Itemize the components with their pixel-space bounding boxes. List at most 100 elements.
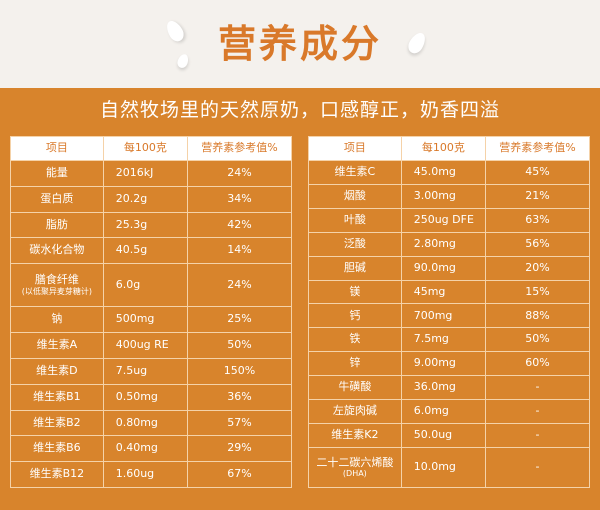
nrv-cell: 20% bbox=[485, 255, 590, 281]
nrv-cell: 24% bbox=[187, 263, 292, 308]
row: 牛磺酸 36.0mg - bbox=[308, 375, 590, 401]
row: 铁 7.5mg 50% bbox=[308, 327, 590, 353]
amount-cell: 2.80mg bbox=[400, 231, 487, 257]
item-name: 烟酸 bbox=[343, 189, 366, 203]
item-name: 碳水化合物 bbox=[29, 243, 85, 257]
nrv-cell: 42% bbox=[187, 211, 292, 239]
item-name: 维生素D bbox=[36, 364, 78, 378]
tables: 项目 每100克 营养素参考值% 能量 2016kJ 24% 蛋白质 20.2g 34% 脂肪 25… bbox=[0, 136, 600, 489]
milk-drop bbox=[405, 29, 429, 57]
nutrition-table: 项目 每100克 营养素参考值% 维生素C 45.0mg 45% 烟酸 3.00mg 21% 叶酸… bbox=[308, 136, 590, 489]
amount-cell: 25.3g bbox=[102, 211, 189, 239]
item-name: 维生素B2 bbox=[33, 415, 81, 429]
item-name: 泛酸 bbox=[343, 236, 366, 250]
row: 蛋白质 20.2g 34% bbox=[10, 185, 292, 213]
item-cell: 钠 bbox=[10, 306, 104, 334]
nrv-cell: - bbox=[485, 399, 590, 424]
amount-cell: 250ug DFE bbox=[400, 207, 487, 233]
amount-cell: 7.5mg bbox=[400, 327, 487, 353]
amount-cell: 10.0mg bbox=[400, 446, 487, 489]
nrv-cell: 25% bbox=[187, 306, 292, 334]
banner: 营养成分 bbox=[0, 0, 600, 88]
row: 维生素K2 50.0ug - bbox=[308, 422, 590, 448]
item-name: 胆碱 bbox=[343, 260, 366, 274]
item-name: 锌 bbox=[349, 356, 361, 370]
nrv-cell: - bbox=[485, 375, 590, 401]
item-name: 叶酸 bbox=[343, 212, 366, 226]
milk-drop bbox=[163, 17, 187, 45]
item-cell: 维生素B6 bbox=[10, 435, 104, 463]
row: 泛酸 2.80mg 56% bbox=[308, 231, 590, 257]
row: 膳食纤维 (以低聚异麦芽糖计) 6.0g 24% bbox=[10, 263, 292, 308]
item-cell: 维生素B1 bbox=[10, 383, 104, 411]
amount-cell: 0.50mg bbox=[102, 383, 189, 411]
nrv-cell: 50% bbox=[485, 327, 590, 353]
row: 能量 2016kJ 24% bbox=[10, 160, 292, 187]
nrv-cell: 34% bbox=[187, 185, 292, 213]
nrv-cell: 45% bbox=[485, 160, 590, 185]
item-name: 钠 bbox=[51, 312, 63, 326]
row: 二十二碳六烯酸 (DHA) 10.0mg - bbox=[308, 446, 590, 489]
item-cell: 能量 bbox=[10, 160, 104, 187]
nrv-cell: 21% bbox=[485, 183, 590, 209]
amount-cell: 40.5g bbox=[102, 237, 189, 265]
nrv-cell: 36% bbox=[187, 383, 292, 411]
item-cell: 维生素C bbox=[308, 160, 402, 185]
row: 维生素A 400ug RE 50% bbox=[10, 332, 292, 359]
item-name: 蛋白质 bbox=[40, 191, 74, 205]
row: 胆碱 90.0mg 20% bbox=[308, 255, 590, 281]
item-cell: 叶酸 bbox=[308, 207, 402, 233]
item-name: 牛磺酸 bbox=[338, 380, 372, 394]
row: 维生素D 7.5ug 150% bbox=[10, 357, 292, 385]
item-cell: 碳水化合物 bbox=[10, 237, 104, 265]
nrv-cell: 14% bbox=[187, 237, 292, 265]
item-name: 维生素A bbox=[36, 338, 78, 352]
amount-cell: 0.80mg bbox=[102, 409, 189, 437]
amount-cell: 45.0mg bbox=[400, 160, 487, 185]
item-note: (以低聚异麦芽糖计) bbox=[21, 287, 92, 296]
item-cell: 维生素B12 bbox=[10, 461, 104, 488]
item-name: 镁 bbox=[349, 284, 361, 298]
item-cell: 维生素D bbox=[10, 357, 104, 385]
amount-cell: 0.40mg bbox=[102, 435, 189, 463]
amount-cell: 6.0mg bbox=[400, 399, 487, 424]
amount-cell: 2016kJ bbox=[102, 160, 189, 187]
nrv-cell: 56% bbox=[485, 231, 590, 257]
amount-cell: 1.60ug bbox=[102, 461, 189, 488]
item-name: 膳食纤维 bbox=[34, 273, 79, 287]
item-cell: 左旋肉碱 bbox=[308, 399, 402, 424]
nrv-cell: 24% bbox=[187, 160, 292, 187]
nrv-cell: 67% bbox=[187, 461, 292, 488]
milk-drop bbox=[175, 52, 191, 70]
nrv-cell: 88% bbox=[485, 303, 590, 329]
nrv-cell: 60% bbox=[485, 351, 590, 377]
column-header: 每100克 bbox=[400, 136, 487, 161]
item-cell: 膳食纤维 (以低聚异麦芽糖计) bbox=[10, 263, 104, 308]
item-cell: 钙 bbox=[308, 303, 402, 329]
amount-cell: 90.0mg bbox=[400, 255, 487, 281]
item-name: 维生素B12 bbox=[29, 467, 85, 481]
item-note: (DHA) bbox=[342, 469, 367, 479]
amount-cell: 6.0g bbox=[102, 263, 189, 308]
amount-cell: 50.0ug bbox=[400, 422, 487, 448]
amount-cell: 7.5ug bbox=[102, 357, 189, 385]
row: 钙 700mg 88% bbox=[308, 303, 590, 329]
item-name: 钙 bbox=[349, 308, 361, 322]
row: 维生素C 45.0mg 45% bbox=[308, 160, 590, 185]
nutrition-table: 项目 每100克 营养素参考值% 能量 2016kJ 24% 蛋白质 20.2g 34% 脂肪 25… bbox=[10, 136, 292, 488]
nrv-cell: 50% bbox=[187, 332, 292, 359]
row: 脂肪 25.3g 42% bbox=[10, 211, 292, 239]
column-header: 项目 bbox=[308, 136, 402, 161]
item-name: 维生素B6 bbox=[33, 441, 81, 455]
amount-cell: 20.2g bbox=[102, 185, 189, 213]
column-header: 营养素参考值% bbox=[187, 136, 292, 161]
row: 镁 45mg 15% bbox=[308, 279, 590, 305]
amount-cell: 700mg bbox=[400, 303, 487, 329]
item-cell: 烟酸 bbox=[308, 183, 402, 209]
item-cell: 二十二碳六烯酸 (DHA) bbox=[308, 446, 402, 489]
item-cell: 蛋白质 bbox=[10, 185, 104, 213]
item-cell: 锌 bbox=[308, 351, 402, 377]
nrv-cell: 15% bbox=[485, 279, 590, 305]
nrv-cell: 63% bbox=[485, 207, 590, 233]
item-name: 能量 bbox=[45, 166, 68, 180]
